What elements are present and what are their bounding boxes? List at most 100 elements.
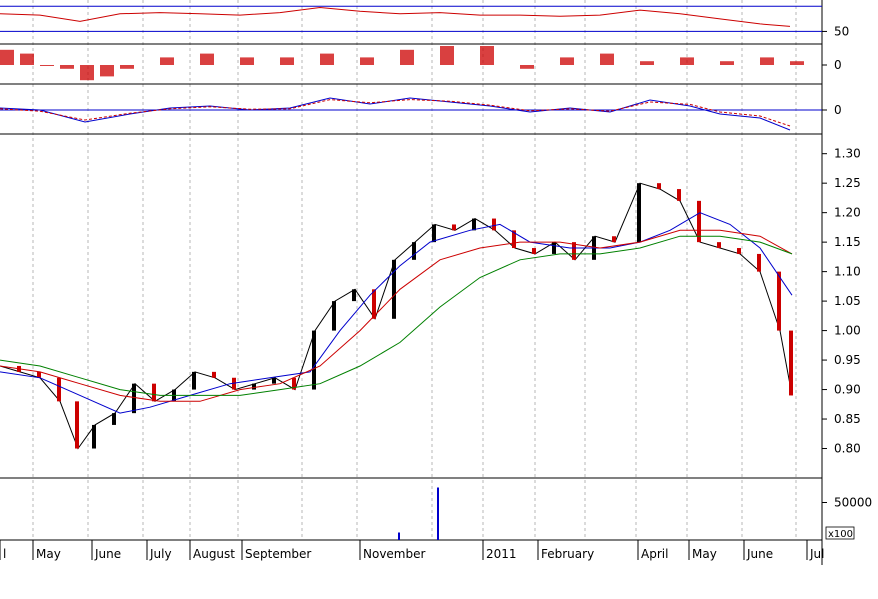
y-tick-label: 50000: [834, 496, 872, 510]
price-series-line: [0, 212, 793, 414]
x-tick-label: l: [3, 547, 6, 561]
x-tick-label: February: [541, 547, 594, 561]
price-bar: [392, 259, 396, 319]
y-tick-label: 0.90: [834, 383, 861, 397]
price-bar: [75, 401, 79, 449]
price-bar: [292, 377, 296, 390]
x-tick-label: 2011: [486, 547, 517, 561]
price-bar: [572, 242, 576, 260]
y-tick-label: 0: [834, 58, 842, 72]
price-bar: [737, 248, 741, 254]
histogram-bar: [760, 57, 774, 65]
price-bar: [472, 218, 476, 231]
price-series-line: [0, 229, 793, 402]
y-tick-label: 1.10: [834, 265, 861, 279]
histogram-bar: [440, 46, 454, 65]
oscillator-2-series-line: [0, 99, 791, 127]
y-tick-label: 0.80: [834, 442, 861, 456]
price-bar: [132, 383, 136, 414]
histogram-bar: [20, 53, 34, 65]
histogram-bar: [240, 57, 254, 65]
price-series-line: [0, 235, 793, 396]
price-bar: [412, 242, 416, 260]
price-bar: [657, 183, 661, 190]
histogram-bar: [790, 61, 804, 65]
volume-panel: 50000 x100: [398, 487, 872, 540]
price-bar: [757, 253, 761, 272]
volume-bar: [398, 532, 400, 540]
y-tick-label: 1.15: [834, 235, 861, 249]
x-tick-label: August: [193, 547, 235, 561]
price-bar: [637, 183, 641, 243]
histogram-bar: [320, 53, 334, 65]
price-bar: [112, 413, 116, 425]
price-bar: [92, 424, 96, 449]
price-bar: [272, 377, 276, 384]
histogram-bar: [680, 57, 694, 65]
y-tick-label: 0: [834, 103, 842, 117]
price-bar: [152, 383, 156, 402]
price-panel: 1.30 1.25 1.20 1.15 1.10 1.05 1.00 0.95 0.90 0.85…: [0, 147, 861, 456]
x-tick-label: May: [692, 547, 717, 561]
histogram-bar: [480, 46, 494, 65]
price-bar: [512, 230, 516, 249]
price-bar: [192, 371, 196, 390]
histogram-bar: [360, 57, 374, 65]
vertical-gridlines: [32, 0, 797, 540]
histogram-bar: [100, 65, 114, 77]
x-tick-label: July: [149, 547, 172, 561]
histogram-bar: [640, 61, 654, 65]
price-bar: [212, 371, 216, 378]
price-bar: [697, 200, 701, 243]
price-bar: [57, 377, 61, 402]
x-tick-label: Jul: [809, 547, 824, 561]
x-axis: l May June July August September November 2011 F…: [0, 540, 824, 561]
x-tick-label: June: [746, 547, 773, 561]
x-tick-label: May: [36, 547, 61, 561]
x-tick-label: June: [94, 547, 121, 561]
histogram-bar: [520, 65, 534, 69]
price-bar: [452, 224, 456, 231]
y-tick-label: 0.95: [834, 353, 861, 367]
price-bar: [777, 271, 781, 331]
y-tick-label: 0.85: [834, 412, 861, 426]
x-tick-label: November: [363, 547, 425, 561]
y-tick-label: 1.30: [834, 147, 861, 161]
histogram-bar: [160, 57, 174, 65]
oscillator-2-panel: 0: [0, 97, 842, 131]
price-bar: [532, 248, 536, 254]
price-bar: [492, 218, 496, 231]
price-bar: [677, 189, 681, 201]
histogram-bar: [200, 53, 214, 65]
x-tick-label: April: [641, 547, 668, 561]
histogram-bar: [0, 49, 14, 65]
histogram-bar: [120, 65, 134, 69]
y-tick-label: 1.25: [834, 176, 861, 190]
price-bar: [612, 236, 616, 243]
multiplier-box: [825, 526, 855, 540]
histogram-bar: [720, 61, 734, 65]
price-bar: [717, 242, 721, 249]
price-bar: [552, 242, 556, 254]
price-bar: [312, 330, 316, 390]
y-tick-label: 1.05: [834, 294, 861, 308]
price-bar: [789, 330, 793, 396]
price-bar: [372, 289, 376, 319]
price-bar: [432, 224, 436, 243]
y-tick-label: 1.20: [834, 206, 861, 220]
price-bar: [252, 383, 256, 390]
x-tick-label: September: [245, 547, 311, 561]
histogram-bar: [600, 53, 614, 65]
histogram-bar: [60, 65, 74, 69]
histogram-bar: [80, 65, 94, 81]
oscillator-1-panel: 50: [0, 5, 849, 38]
price-bar: [332, 301, 336, 331]
volume-bar: [437, 487, 439, 540]
histogram-panel: 0: [0, 46, 842, 81]
y-tick-label: 50: [834, 24, 849, 38]
price-bar: [37, 371, 41, 378]
histogram-bar: [400, 49, 414, 65]
oscillator-1-series-line: [0, 6, 791, 27]
